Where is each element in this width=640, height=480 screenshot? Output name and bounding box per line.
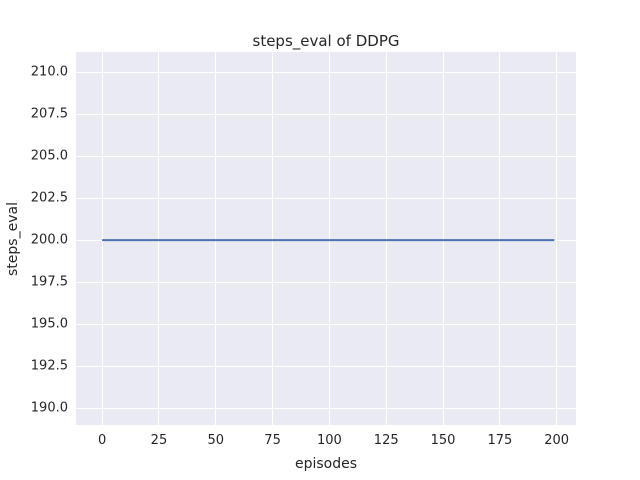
plot-area [76,52,576,425]
y-tick-label: 190.0 [30,400,68,416]
y-gridline [76,365,576,367]
y-gridline [76,155,576,157]
y-tick-label: 202.5 [30,190,68,206]
y-gridline [76,71,576,73]
x-gridline [215,52,217,425]
x-tick-label: 100 [316,433,342,448]
y-tick-label: 192.5 [30,358,68,374]
y-tick-label: 197.5 [30,274,68,290]
x-tick-label: 50 [207,433,225,448]
y-tick-label: 207.5 [30,106,68,122]
y-gridline [76,113,576,115]
x-gridline [158,52,160,425]
chart-title: steps_eval of DDPG [252,32,400,50]
x-axis-label: episodes [294,456,358,472]
y-tick-label: 205.0 [30,148,68,164]
x-gridline [101,52,103,425]
y-gridline [76,323,576,325]
x-tick-label: 175 [487,433,513,448]
x-gridline [442,52,444,425]
x-tick-label: 200 [544,433,570,448]
y-tick-label: 195.0 [30,316,68,332]
y-gridline [76,407,576,409]
y-tick-label: 200.0 [30,232,68,248]
x-gridline [556,52,558,425]
x-gridline [328,52,330,425]
x-gridline [385,52,387,425]
x-tick-label: 0 [97,433,107,448]
y-tick-label: 210.0 [30,64,68,80]
x-tick-label: 75 [264,433,281,448]
y-gridline [76,281,576,283]
x-tick-label: 150 [430,433,456,448]
x-tick-label: 25 [150,433,168,448]
y-gridline [76,197,576,199]
x-tick-label: 125 [373,433,399,448]
x-gridline [499,52,501,425]
x-gridline [272,52,274,425]
series-layer [102,239,555,242]
y-axis-label: steps_eval [5,202,21,276]
